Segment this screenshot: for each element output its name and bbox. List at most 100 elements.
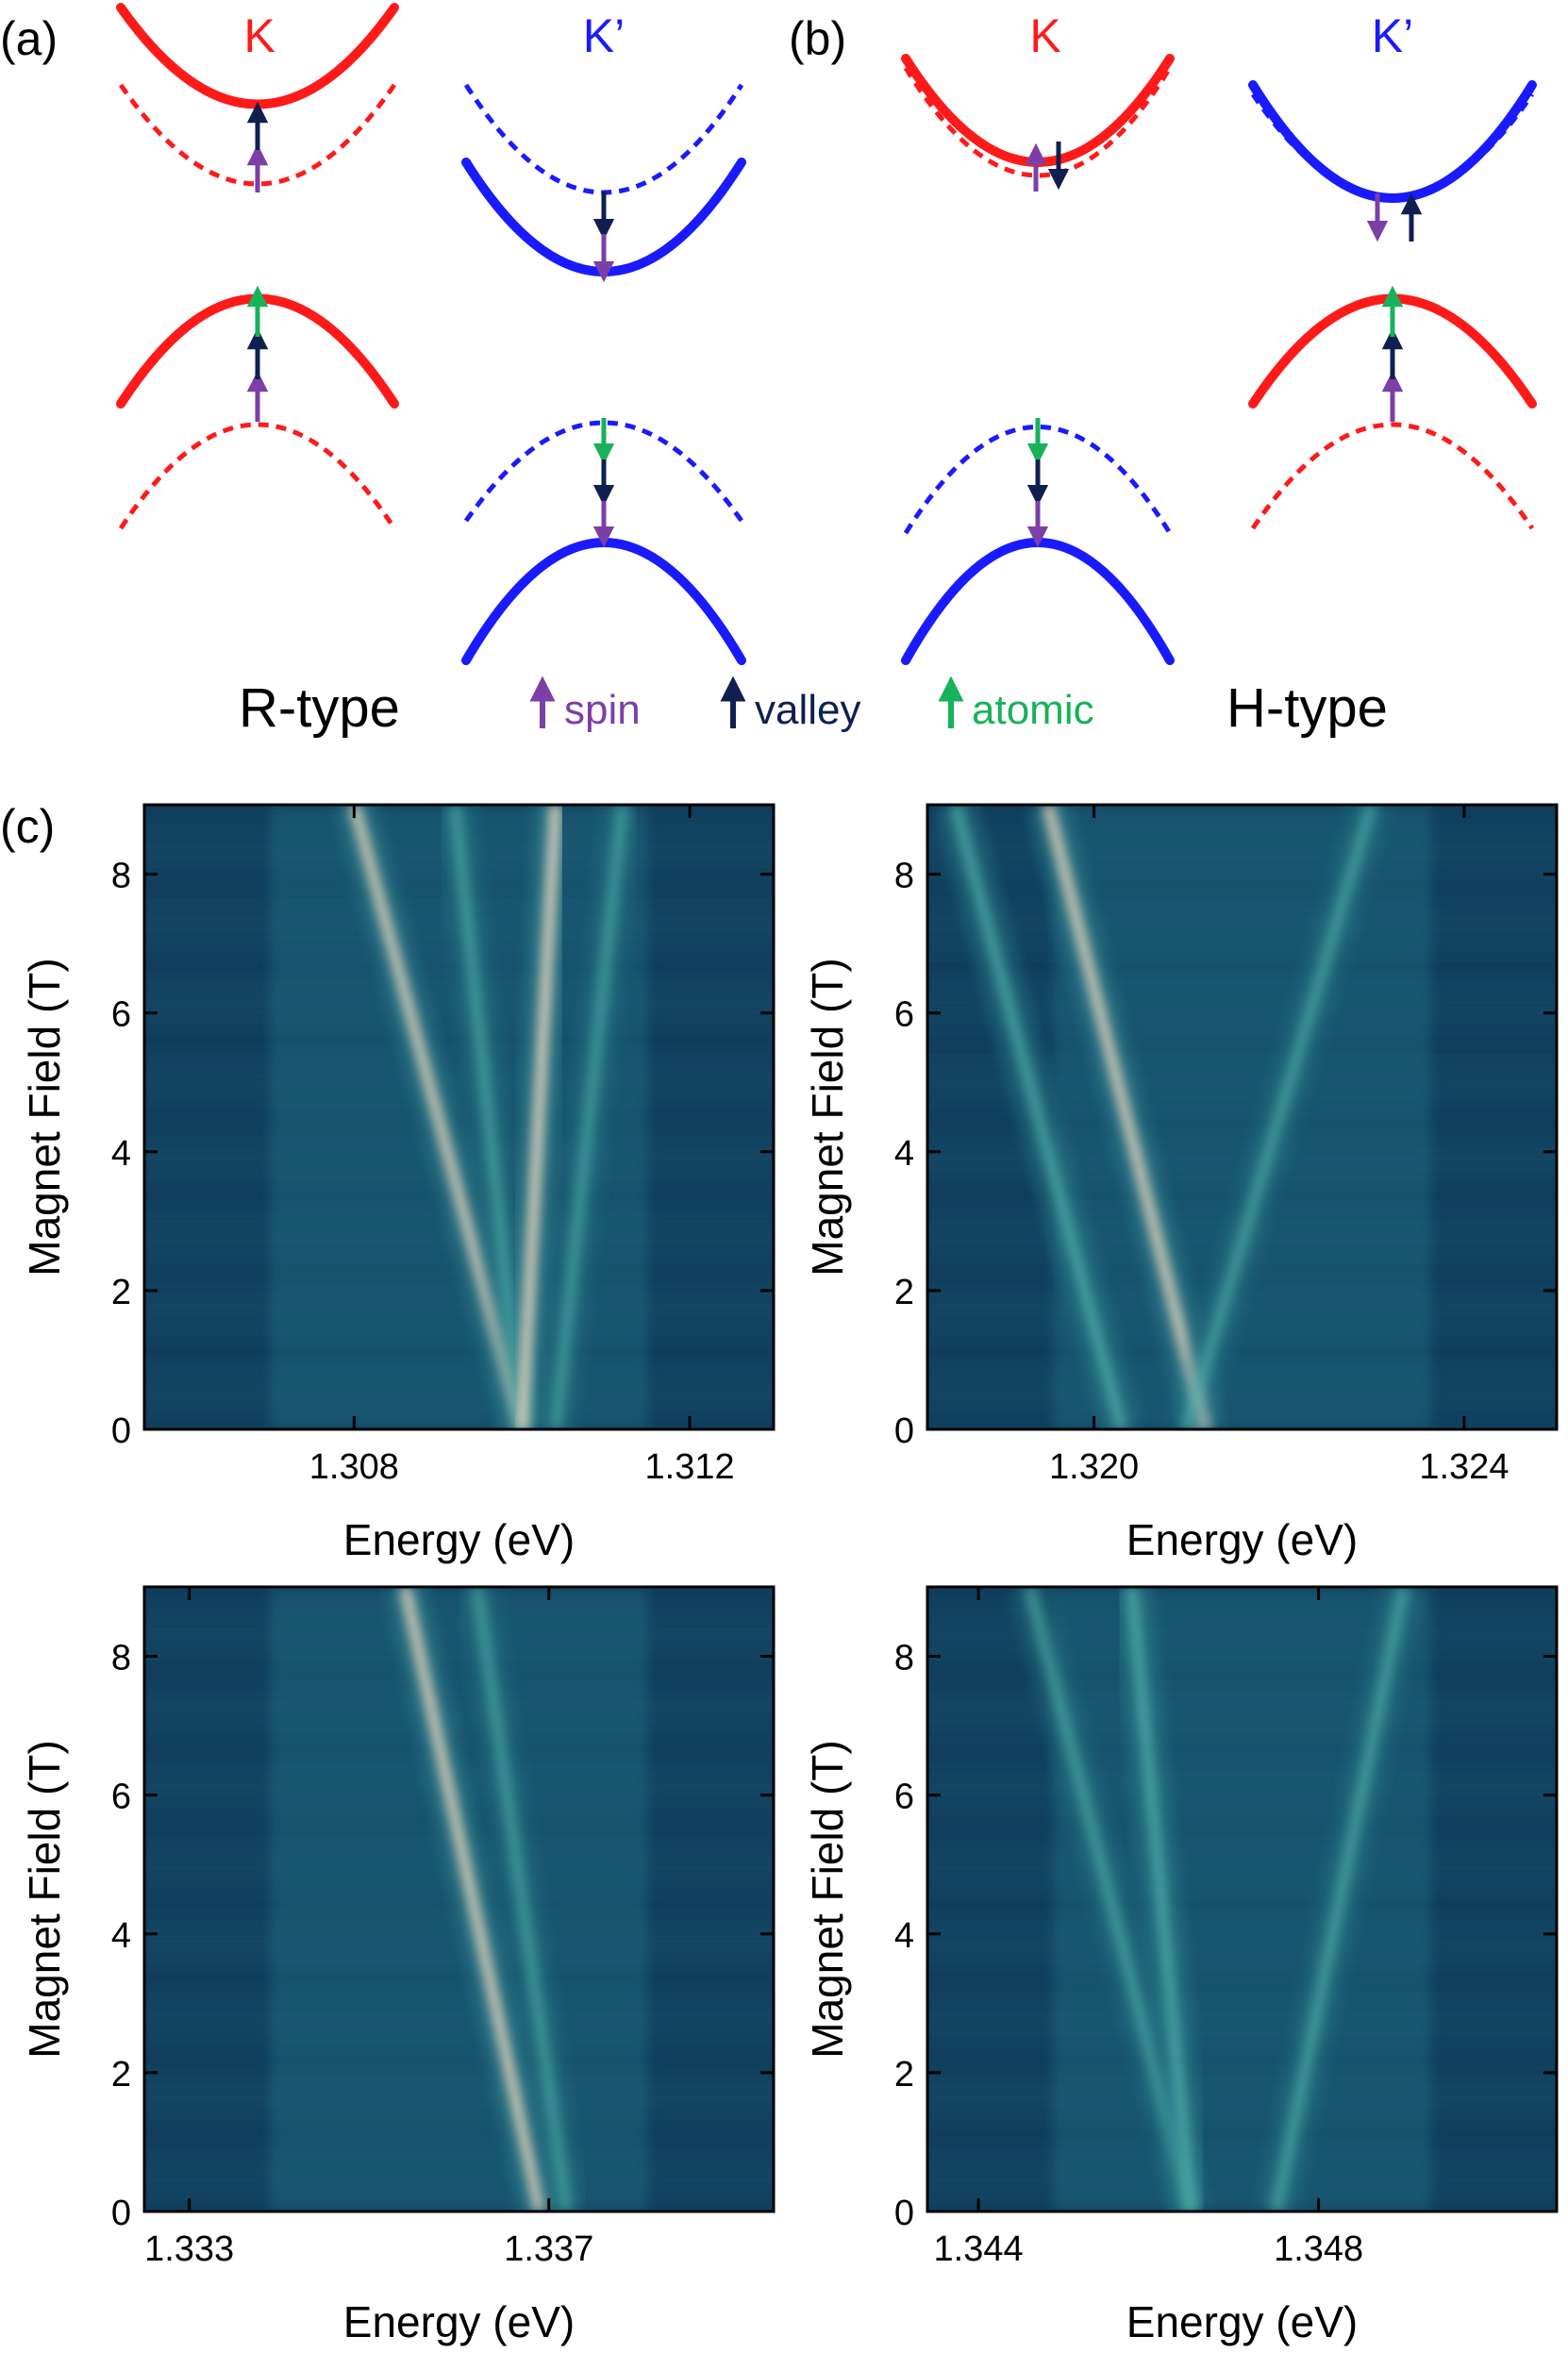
- heatmap-scan-row: [144, 1649, 774, 1660]
- heatmap-scan-row: [144, 1075, 774, 1087]
- heatmap-scan-row: [927, 1085, 1557, 1097]
- y-tick-label: 4: [894, 1134, 914, 1174]
- heatmap-scan-row: [144, 1941, 774, 1952]
- heatmap-scan-row: [927, 1064, 1557, 1076]
- y-tick-label: 2: [111, 2055, 131, 2094]
- heatmap-scan-row: [927, 1732, 1557, 1744]
- heatmap-scan-row: [144, 1054, 774, 1066]
- plot-frame: [142, 803, 776, 1431]
- heatmap-branch-2: [471, 1587, 573, 2211]
- heatmap-scan-row: [927, 1106, 1557, 1118]
- y-tick-label: 4: [894, 1916, 914, 1956]
- heatmap-scan-row: [927, 1867, 1557, 1879]
- heatmap-scan-row: [144, 1356, 774, 1368]
- y-tick-label: 2: [111, 1273, 131, 1312]
- kp-valence-band-dashed: [903, 425, 1173, 535]
- heatmap-scan-row: [927, 2013, 1557, 2025]
- heatmap-scan-row: [144, 2107, 774, 2119]
- heatmap-scan-row: [927, 836, 1557, 847]
- y-axis-label: Magnet Field (T): [803, 958, 852, 1276]
- heatmap-scan-row: [927, 877, 1557, 889]
- heatmap-scan-row: [927, 1408, 1557, 1420]
- heatmap-scan-row: [927, 1982, 1557, 1994]
- heatmap-scan-row: [144, 1377, 774, 1389]
- heatmap-scan-row: [927, 805, 1557, 816]
- heatmap-scan-row: [927, 1846, 1557, 1859]
- y-tick-label: 8: [894, 857, 914, 896]
- heatmap-scan-row: [927, 1628, 1557, 1640]
- x-tick-label: 1.308: [309, 1447, 399, 1487]
- heatmap-scan-row: [927, 1961, 1557, 1973]
- heatmap-scan-row: [927, 1649, 1557, 1660]
- x-tick-label: 1.333: [144, 2229, 234, 2269]
- heatmap-scan-row: [927, 1012, 1557, 1025]
- y-tick-label: 0: [111, 2194, 131, 2233]
- heatmap-scan-row: [927, 1753, 1557, 1765]
- panel-label-c: (c): [0, 800, 55, 853]
- heatmap-scan-row: [927, 1366, 1557, 1378]
- heatmap-scan-row: [927, 2138, 1557, 2150]
- heatmap-scan-row: [144, 1304, 774, 1316]
- heatmap-scan-row: [144, 1701, 774, 1712]
- heatmap-scan-row: [927, 846, 1557, 858]
- kp-valence-band-dashed: [463, 420, 744, 523]
- heatmap-scan-row: [927, 2190, 1557, 2202]
- heatmap-scan-row: [144, 2190, 774, 2202]
- panel-label-b: (b): [789, 12, 846, 65]
- legend-spin-label: spin: [564, 687, 641, 733]
- heatmap-scan-row: [927, 1138, 1557, 1149]
- k-valence-band-dashed: [1250, 422, 1535, 530]
- heatmap-scan-row: [927, 1335, 1557, 1347]
- heatmap-scan-row: [927, 1002, 1557, 1014]
- heatmap-scan-row: [927, 2096, 1557, 2109]
- heatmap-scan-row: [927, 1784, 1557, 1796]
- heatmap-scan-row: [927, 2148, 1557, 2161]
- heatmap-scan-row: [927, 1774, 1557, 1786]
- heatmap-scan-row: [927, 857, 1557, 868]
- plot-frame: [142, 1585, 776, 2213]
- plot-frame: [926, 1585, 1559, 2213]
- heatmap-scan-row: [144, 1691, 774, 1702]
- heatmap-scan-row: [927, 1387, 1557, 1399]
- valley-label-k-b: K: [1029, 9, 1060, 62]
- heatmap-scan-row: [927, 1680, 1557, 1692]
- heatmap-scan-row: [927, 1815, 1557, 1827]
- heatmap-scan-row: [927, 1095, 1557, 1108]
- heatmap-scan-row: [144, 1711, 774, 1723]
- heatmap-scan-row: [927, 1972, 1557, 1983]
- heatmap-scan-row: [927, 2159, 1557, 2171]
- panel-label-a: (a): [0, 12, 58, 65]
- heatmap-scan-row: [927, 1377, 1557, 1389]
- heatmap-branch-2: [1126, 1587, 1197, 2211]
- type-label-r: R-type: [239, 677, 400, 739]
- heatmap-scan-row: [144, 2003, 774, 2014]
- y-axis-label: Magnet Field (T): [803, 1740, 852, 2058]
- heatmap-scan-row: [144, 1680, 774, 1692]
- heatmap-scan-row: [927, 867, 1557, 878]
- heatmap-scan-row: [927, 960, 1557, 973]
- heatmap-scan-row: [927, 1618, 1557, 1629]
- y-tick-label: 4: [111, 1134, 131, 1174]
- heatmap-scan-row: [144, 2148, 774, 2161]
- heatmap-scan-row: [144, 1993, 774, 2004]
- heatmap-scan-row: [927, 2107, 1557, 2119]
- heatmap-scan-row: [144, 1064, 774, 1076]
- heatmap-scan-row: [927, 909, 1557, 920]
- heatmap-scan-row: [927, 1345, 1557, 1358]
- kp-conduction-band-dashed: [463, 83, 744, 195]
- heatmap-scan-row: [927, 1794, 1557, 1807]
- heatmap-scan-row: [144, 2076, 774, 2088]
- heatmap-scan-row: [144, 1293, 774, 1306]
- x-tick-label: 1.348: [1274, 2229, 1363, 2269]
- heatmap-signal: [927, 1587, 1557, 2211]
- heatmap-scan-row: [927, 815, 1557, 826]
- heatmap-scan-row: [927, 1397, 1557, 1410]
- heatmap-1: 0 2 4 6 8 1.308 1.312 Energy (eV) Magnet Field (…: [20, 803, 776, 1564]
- heatmap-scan-row: [144, 1397, 774, 1410]
- y-tick-label: 6: [894, 995, 914, 1035]
- heatmap-scan-row: [927, 1325, 1557, 1337]
- heatmap-scan-row: [927, 2024, 1557, 2035]
- x-tick-label: 1.320: [1049, 1447, 1139, 1487]
- heatmap-scan-row: [144, 1345, 774, 1358]
- heatmap-scan-row: [927, 1993, 1557, 2004]
